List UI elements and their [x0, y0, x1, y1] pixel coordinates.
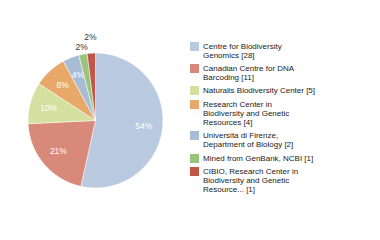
html-text:Mined from GenBank, NCBI [1]: Mined from GenBank, NCBI [1] — [203, 153, 314, 163]
svg-text:2%: 2% — [84, 32, 97, 42]
svg-text:54%: 54% — [135, 120, 152, 130]
html-text:Centre for Biodiversity Genomi: Centre for Biodiversity Genomics [28] — [203, 41, 282, 60]
svg-text:10%: 10% — [40, 103, 57, 113]
svg-text:8%: 8% — [56, 80, 69, 90]
html-text:Naturalis Biodiversity Center: Naturalis Biodiversity Center [5] — [203, 86, 315, 96]
html-text:Canadian Centre for DNA Barcod: Canadian Centre for DNA Barcoding [11] — [203, 64, 295, 83]
html-text:CIBIO, Research Center in Biod: CIBIO, Research Center in Biodiversity a… — [203, 166, 299, 195]
svg-text:4%: 4% — [72, 70, 85, 80]
svg-text:21%: 21% — [50, 146, 67, 156]
html-text:Universita di Firenze, Departm: Universita di Firenze, Department of Bio… — [203, 131, 294, 150]
svg-text:2%: 2% — [76, 42, 89, 52]
html-text:Research Center in Biodiversit: Research Center in Biodiversity and Gene… — [203, 99, 290, 127]
